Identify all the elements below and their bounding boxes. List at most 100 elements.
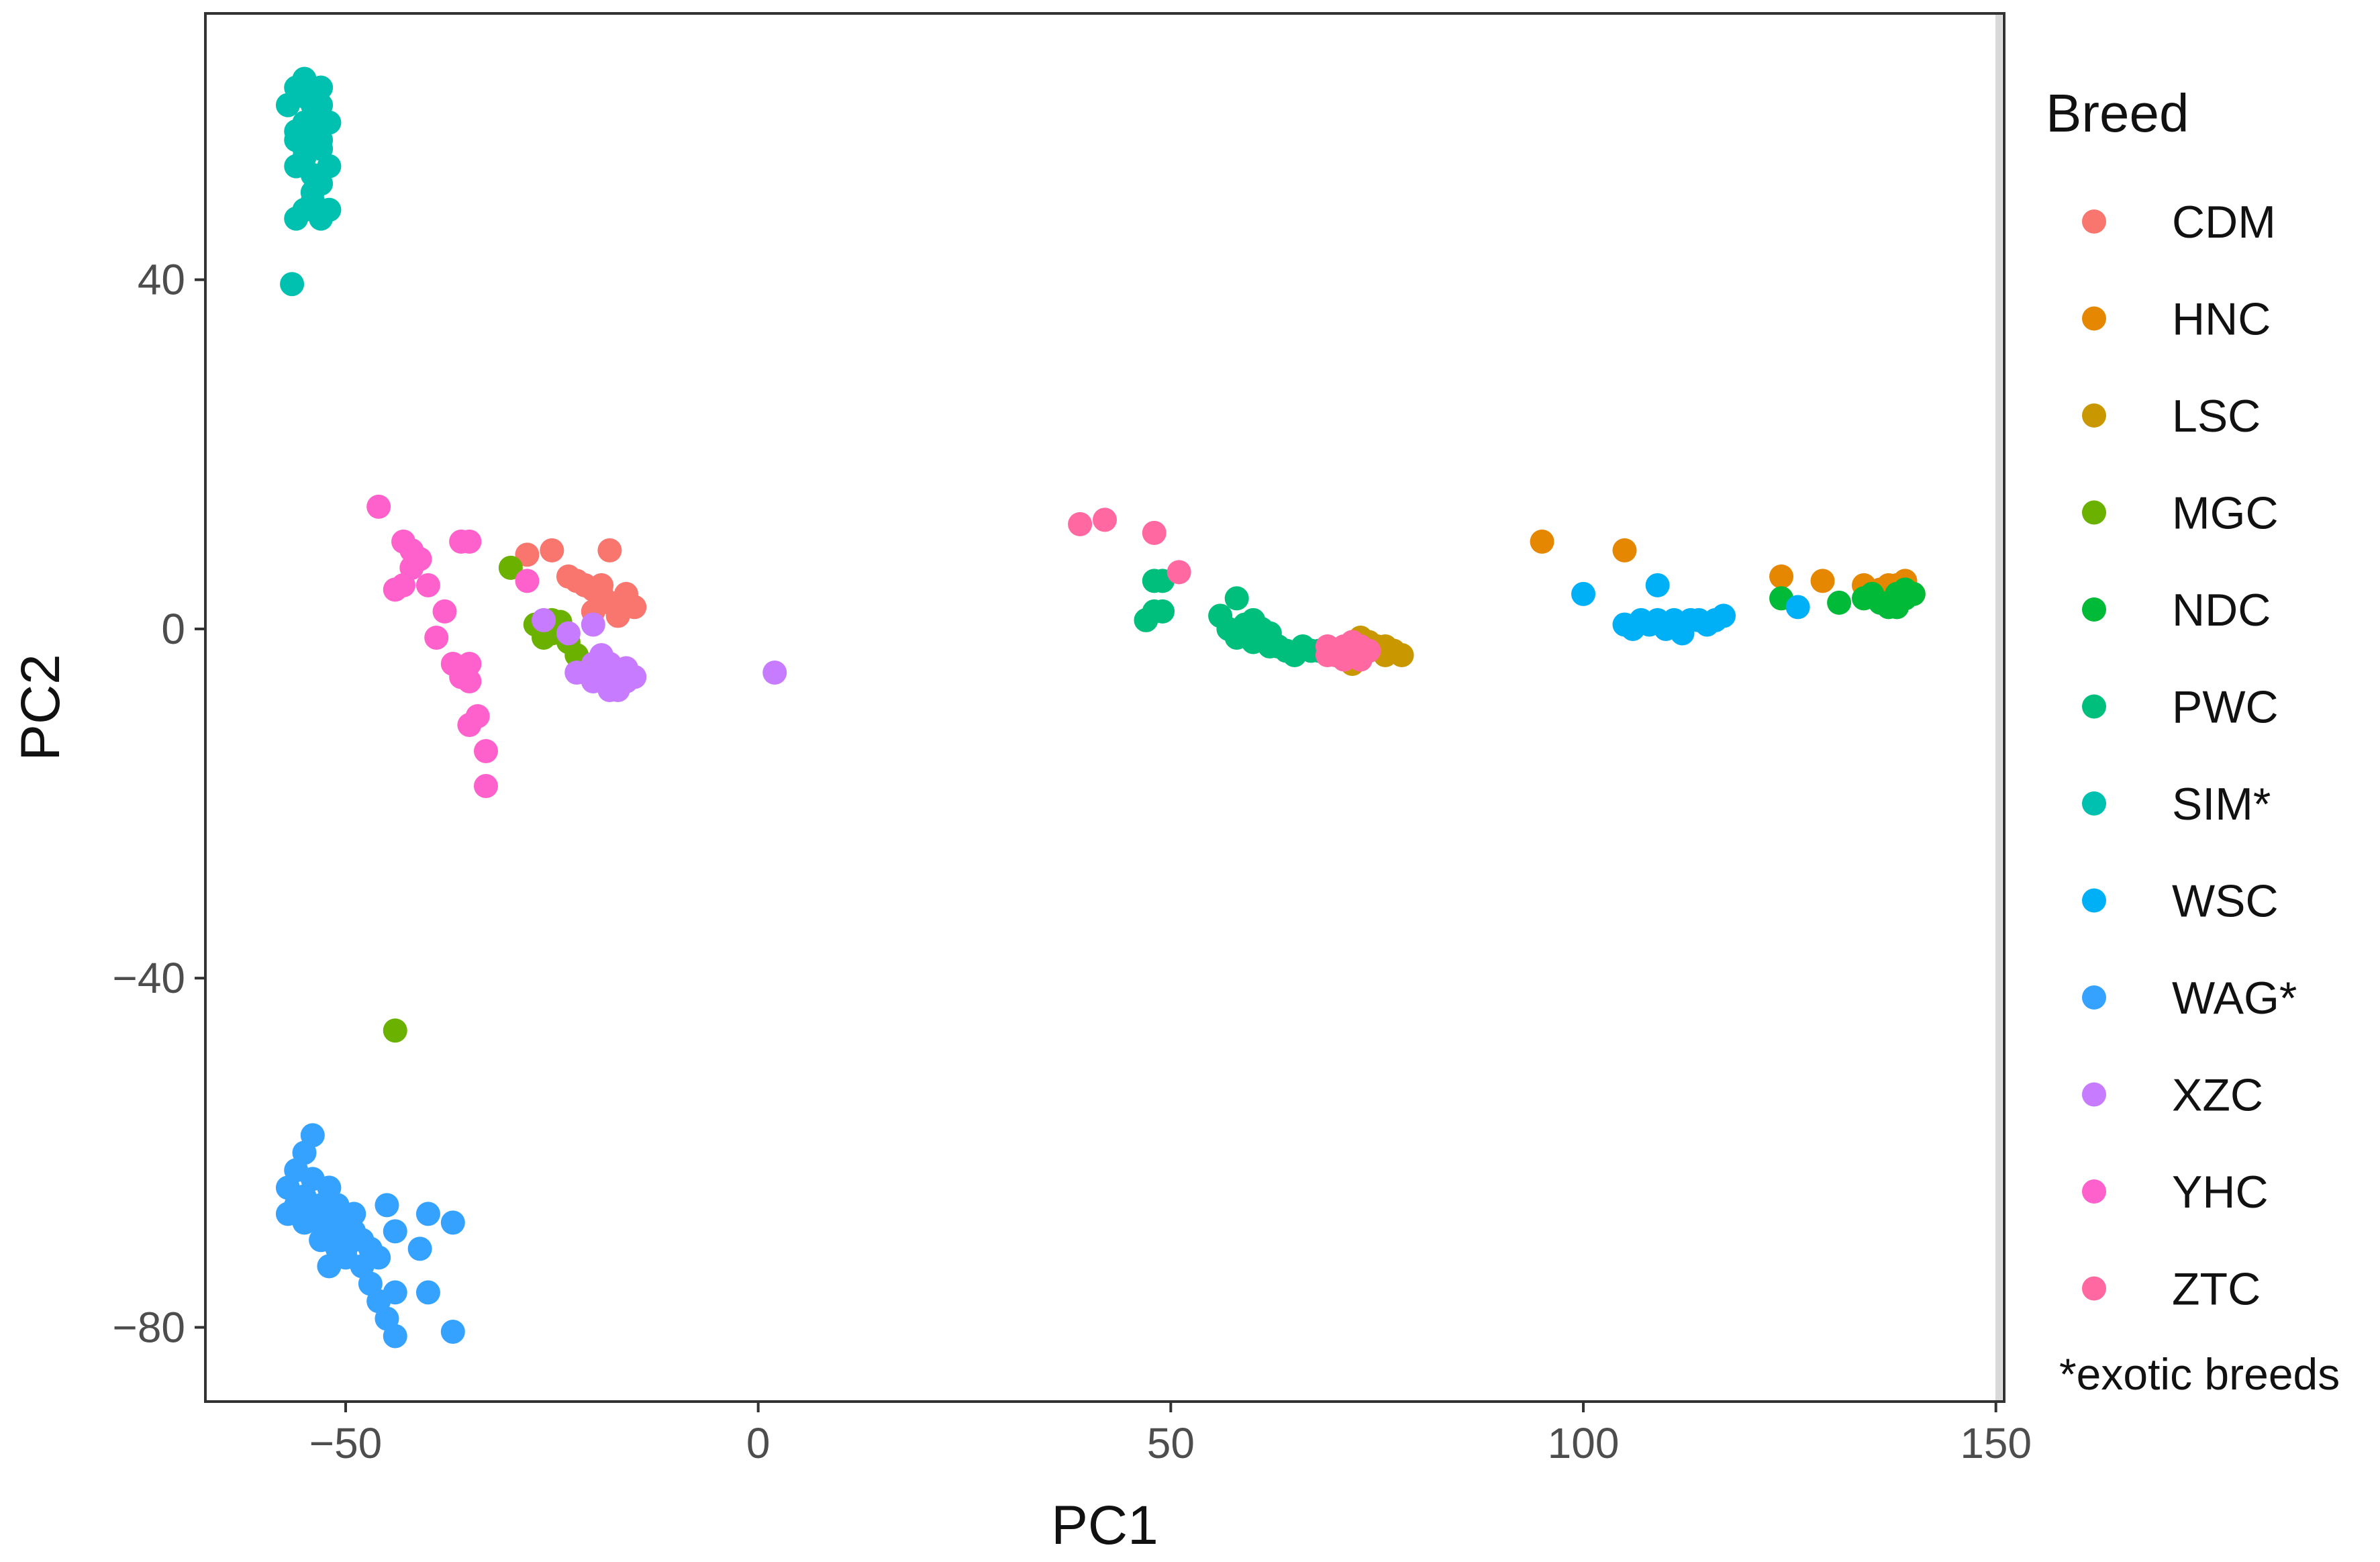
data-point — [515, 569, 540, 593]
legend-item: HNC — [2082, 294, 2271, 345]
data-point — [1810, 569, 1835, 593]
data-point — [1249, 616, 1274, 641]
legend-title: Breed — [2046, 83, 2189, 143]
legend-item: LSC — [2082, 391, 2261, 442]
series-yhc — [366, 494, 540, 799]
data-point — [415, 1280, 440, 1305]
plot-panel — [204, 12, 2005, 1403]
legend-key — [2082, 694, 2106, 719]
legend: Breed CDM HNC LSC MGC NDC PWC SIM* WSC WAG* XZC YH… — [2046, 83, 2340, 1399]
data-point — [473, 774, 498, 799]
data-point — [432, 599, 457, 624]
data-point — [383, 1219, 407, 1244]
data-point — [1893, 577, 1918, 602]
legend-label: PWC — [2172, 682, 2279, 733]
legend-item: MGC — [2082, 488, 2279, 539]
data-point — [424, 625, 449, 650]
legend-label: WAG* — [2172, 973, 2297, 1024]
data-point — [1769, 564, 1794, 589]
data-point — [1703, 607, 1728, 632]
legend-label: CDM — [2172, 197, 2276, 248]
data-point — [415, 1202, 440, 1226]
series-xzc — [532, 607, 787, 702]
legend-key — [2082, 1082, 2106, 1107]
data-point — [540, 538, 564, 563]
x-axis: −50 0 50 100 150 — [309, 1402, 2032, 1467]
legend-label: MGC — [2172, 488, 2279, 539]
data-point — [1348, 647, 1373, 672]
data-point — [383, 1280, 407, 1305]
series-wsc — [1571, 573, 1810, 646]
data-point — [1860, 581, 1885, 606]
legend-label: SIM* — [2172, 779, 2271, 830]
data-point — [292, 145, 317, 170]
legend-key — [2082, 597, 2106, 622]
legend-item: YHC — [2082, 1167, 2269, 1218]
legend-item: WAG* — [2082, 973, 2297, 1024]
data-point — [597, 651, 622, 676]
legend-label: HNC — [2172, 294, 2271, 345]
data-point — [440, 1210, 465, 1235]
legend-key — [2082, 1276, 2106, 1301]
legend-items: CDM HNC LSC MGC NDC PWC SIM* WSC WAG* XZC YHC ZTC — [2082, 197, 2297, 1315]
data-point — [498, 555, 523, 580]
series-ztc — [1068, 507, 1381, 672]
y-tick-label: 0 — [161, 605, 185, 653]
data-point — [515, 542, 540, 567]
data-point — [366, 1245, 391, 1270]
data-point — [622, 595, 647, 620]
data-point — [440, 1319, 465, 1344]
data-point — [449, 529, 474, 554]
x-tick-label: −50 — [309, 1419, 383, 1467]
series-wag — [275, 1123, 465, 1349]
data-point — [1224, 586, 1249, 611]
data-point — [1093, 507, 1117, 532]
data-point — [457, 713, 482, 738]
data-point — [317, 1202, 342, 1226]
data-point — [532, 607, 556, 632]
legend-label: YHC — [2172, 1167, 2269, 1218]
data-point — [1167, 560, 1191, 585]
data-point — [375, 1193, 399, 1218]
data-points — [275, 66, 1926, 1349]
data-point — [275, 93, 300, 117]
data-point — [342, 1202, 366, 1226]
data-point — [1068, 511, 1093, 536]
x-tick-label: 50 — [1147, 1419, 1195, 1467]
data-point — [383, 577, 407, 602]
series-cdm — [515, 538, 647, 628]
legend-item: WSC — [2082, 876, 2279, 927]
data-point — [605, 677, 630, 702]
legend-key — [2082, 1179, 2106, 1204]
data-point — [280, 272, 305, 297]
data-point — [366, 494, 391, 519]
data-point — [1150, 599, 1175, 624]
data-point — [762, 660, 787, 685]
data-point — [1670, 621, 1695, 646]
x-axis-title: PC1 — [1051, 1495, 1158, 1556]
data-point — [589, 573, 614, 597]
data-point — [1571, 581, 1596, 606]
legend-key — [2082, 888, 2106, 913]
legend-item: SIM* — [2082, 779, 2271, 830]
series-sim — [275, 66, 342, 297]
legend-item: ZTC — [2082, 1264, 2261, 1315]
data-point — [1645, 573, 1670, 597]
data-point — [1620, 616, 1645, 641]
y-tick-label: −40 — [112, 954, 185, 1002]
data-point — [1785, 595, 1810, 620]
data-point — [292, 1210, 317, 1235]
data-point — [1282, 642, 1307, 667]
data-point — [383, 1324, 407, 1349]
data-point — [1612, 538, 1637, 563]
legend-key — [2082, 306, 2106, 331]
y-tick-label: −80 — [112, 1303, 185, 1351]
data-point — [1142, 520, 1167, 545]
data-point — [473, 739, 498, 764]
legend-key — [2082, 403, 2106, 428]
y-tick-label: 40 — [138, 256, 185, 304]
legend-label: ZTC — [2172, 1264, 2261, 1315]
legend-item: PWC — [2082, 682, 2279, 733]
legend-key — [2082, 209, 2106, 234]
